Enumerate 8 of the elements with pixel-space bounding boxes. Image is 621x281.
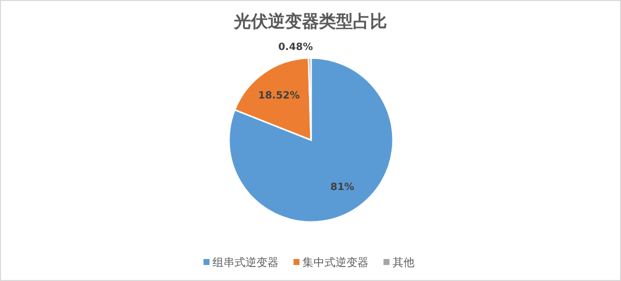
data-label: 0.48% <box>278 42 313 54</box>
legend-label: 其他 <box>392 256 414 269</box>
pie-slice <box>228 57 394 223</box>
legend-label: 集中式逆变器 <box>302 256 368 269</box>
data-label: 81% <box>330 182 354 194</box>
chart-title: 光伏逆变器类型占比 <box>233 12 387 32</box>
legend-label: 组串式逆变器 <box>212 256 278 269</box>
data-label: 18.52% <box>258 90 300 102</box>
